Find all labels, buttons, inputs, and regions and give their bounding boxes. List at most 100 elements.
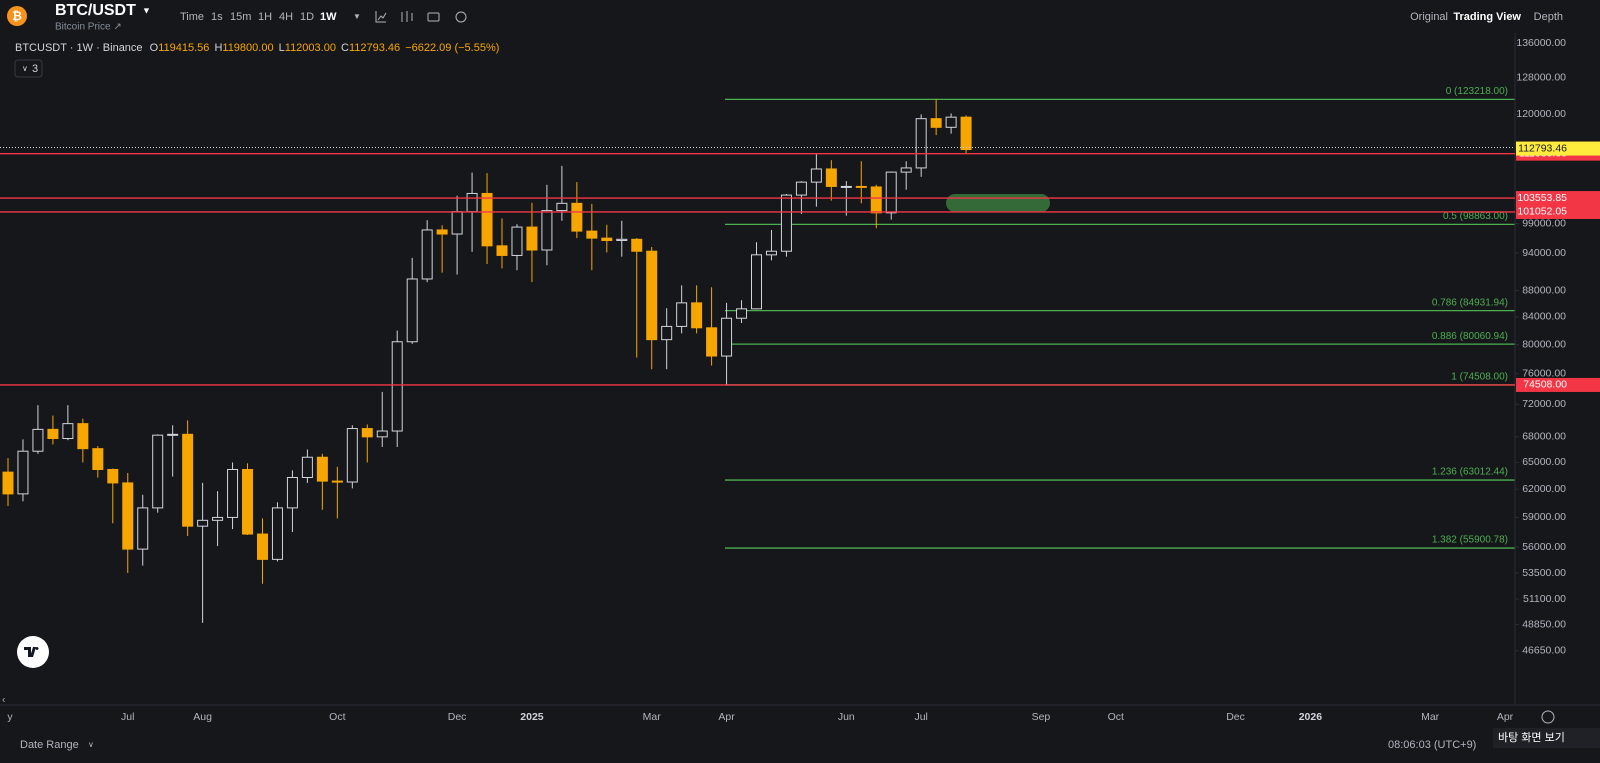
- candle-body: [721, 317, 733, 357]
- candle-body: [481, 192, 493, 247]
- indicator-icon[interactable]: [375, 11, 387, 23]
- candle-body: [496, 245, 508, 256]
- y-tick-label: 76000.00: [1522, 367, 1566, 379]
- candle-body: [840, 185, 852, 188]
- level-tag: [1516, 377, 1600, 392]
- candle-body: [62, 423, 74, 440]
- interval-button[interactable]: Time: [180, 11, 204, 23]
- highlight-mark: [946, 194, 1050, 212]
- candle-body: [646, 250, 658, 341]
- candle-body: [167, 433, 179, 436]
- candle-body: [406, 278, 418, 343]
- interval-button[interactable]: 4H: [279, 11, 293, 23]
- fib-label: 1.236 (63012.44): [1432, 467, 1508, 478]
- candle-body: [870, 186, 882, 214]
- candle-body: [631, 238, 643, 252]
- indicator-toggle[interactable]: [14, 59, 43, 78]
- symbol[interactable]: BTC/USDT: [55, 2, 136, 19]
- ohlc-key: L: [279, 42, 285, 54]
- candle-body: [271, 507, 283, 560]
- view-button[interactable]: Depth: [1534, 11, 1563, 23]
- subtitle[interactable]: Bitcoin Price ↗: [55, 22, 122, 33]
- interval-button[interactable]: 1H: [258, 11, 272, 23]
- x-tick-label: Mar: [1421, 711, 1440, 723]
- y-tick-label: 99000.00: [1522, 217, 1566, 229]
- candle-body: [182, 433, 194, 527]
- candle-body: [795, 181, 807, 196]
- symbol-dropdown[interactable]: ▼: [142, 5, 151, 15]
- candle-body: [780, 194, 792, 252]
- view-button[interactable]: Original: [1410, 11, 1448, 23]
- interval-button[interactable]: 1s: [211, 11, 223, 23]
- desktop-tip: [1493, 728, 1600, 748]
- y-tick-label: 84000.00: [1522, 311, 1566, 323]
- camera-icon[interactable]: [427, 12, 440, 22]
- candle-body: [361, 428, 373, 438]
- level-tag-label: 101052.05: [1517, 206, 1567, 218]
- clock: 08:06:03 (UTC+9): [1388, 739, 1476, 751]
- y-tick-label: 94000.00: [1522, 247, 1566, 259]
- x-tick-label: Apr: [718, 711, 735, 723]
- x-tick-label: Dec: [1226, 711, 1245, 723]
- candle-body: [376, 430, 388, 438]
- last-price-tag: [1516, 141, 1600, 156]
- candle-body: [331, 480, 343, 483]
- interval-button[interactable]: 1W: [320, 11, 337, 23]
- candle-body: [32, 428, 44, 452]
- candle-body: [421, 229, 433, 280]
- candle-body: [122, 482, 134, 550]
- y-tick-label: 88000.00: [1522, 284, 1566, 296]
- scroll-left[interactable]: ‹: [2, 695, 5, 706]
- add-icon[interactable]: [455, 11, 467, 23]
- candle-body: [436, 229, 448, 235]
- ohlc-key: O: [150, 42, 159, 54]
- candle-body: [197, 519, 209, 527]
- candle-body: [601, 237, 613, 241]
- candle-body: [301, 456, 313, 479]
- x-tick-label: Sep: [1032, 711, 1051, 723]
- candle-body: [571, 202, 583, 232]
- y-tick-label: 62000.00: [1522, 483, 1566, 495]
- indicator-count: 3: [32, 63, 38, 75]
- candle-body: [137, 507, 149, 550]
- view-button[interactable]: Trading View: [1453, 11, 1521, 23]
- ohlc-value: 119415.56: [158, 42, 209, 54]
- toolbar: Time 1s 15m 1H 4H 1D 1W: [180, 11, 337, 23]
- interval-dropdown[interactable]: ▼: [353, 12, 361, 21]
- candle-body: [930, 118, 942, 128]
- candle-icon[interactable]: [401, 11, 413, 22]
- settings-icon[interactable]: [1541, 710, 1555, 724]
- desktop-text: 바탕 화면 보기: [1498, 731, 1565, 744]
- plot-area: 0 (123218.00) 0.5 (98863.00) 0.786 (84931.…: [2, 86, 1515, 623]
- candle-body: [661, 325, 673, 341]
- interval-button[interactable]: 15m: [230, 11, 251, 23]
- candle-body: [212, 516, 224, 521]
- candle-body: [900, 167, 912, 173]
- candle-body: [556, 202, 568, 212]
- candle-body: [2, 471, 14, 495]
- tool-icons: [375, 11, 467, 23]
- date-range[interactable]: Date Range: [20, 739, 79, 751]
- coin-glyph: ₿: [12, 9, 22, 23]
- x-tick-label: 2026: [1299, 711, 1323, 723]
- fib-label: 1 (74508.00): [1451, 372, 1508, 383]
- x-tick-label: y: [7, 711, 13, 723]
- candle-body: [706, 327, 718, 357]
- y-tick-label: 65000.00: [1522, 456, 1566, 468]
- candle-body: [286, 477, 298, 509]
- level-tag: [1516, 204, 1600, 219]
- ohlc-value: 112003.00: [285, 42, 336, 54]
- toggle-arrow: ∨: [22, 64, 28, 73]
- candle-body: [541, 210, 553, 251]
- candle-body: [736, 308, 748, 319]
- candle-body: [346, 428, 358, 483]
- interval-button[interactable]: 1D: [300, 11, 314, 23]
- candle-body: [466, 192, 478, 213]
- candle-body: [77, 423, 89, 450]
- candle-body: [616, 238, 628, 241]
- candle-body: [586, 230, 598, 239]
- footer: [0, 730, 1600, 763]
- ohlc-key: C: [341, 42, 349, 54]
- y-tick-label: 51100.00: [1523, 593, 1566, 605]
